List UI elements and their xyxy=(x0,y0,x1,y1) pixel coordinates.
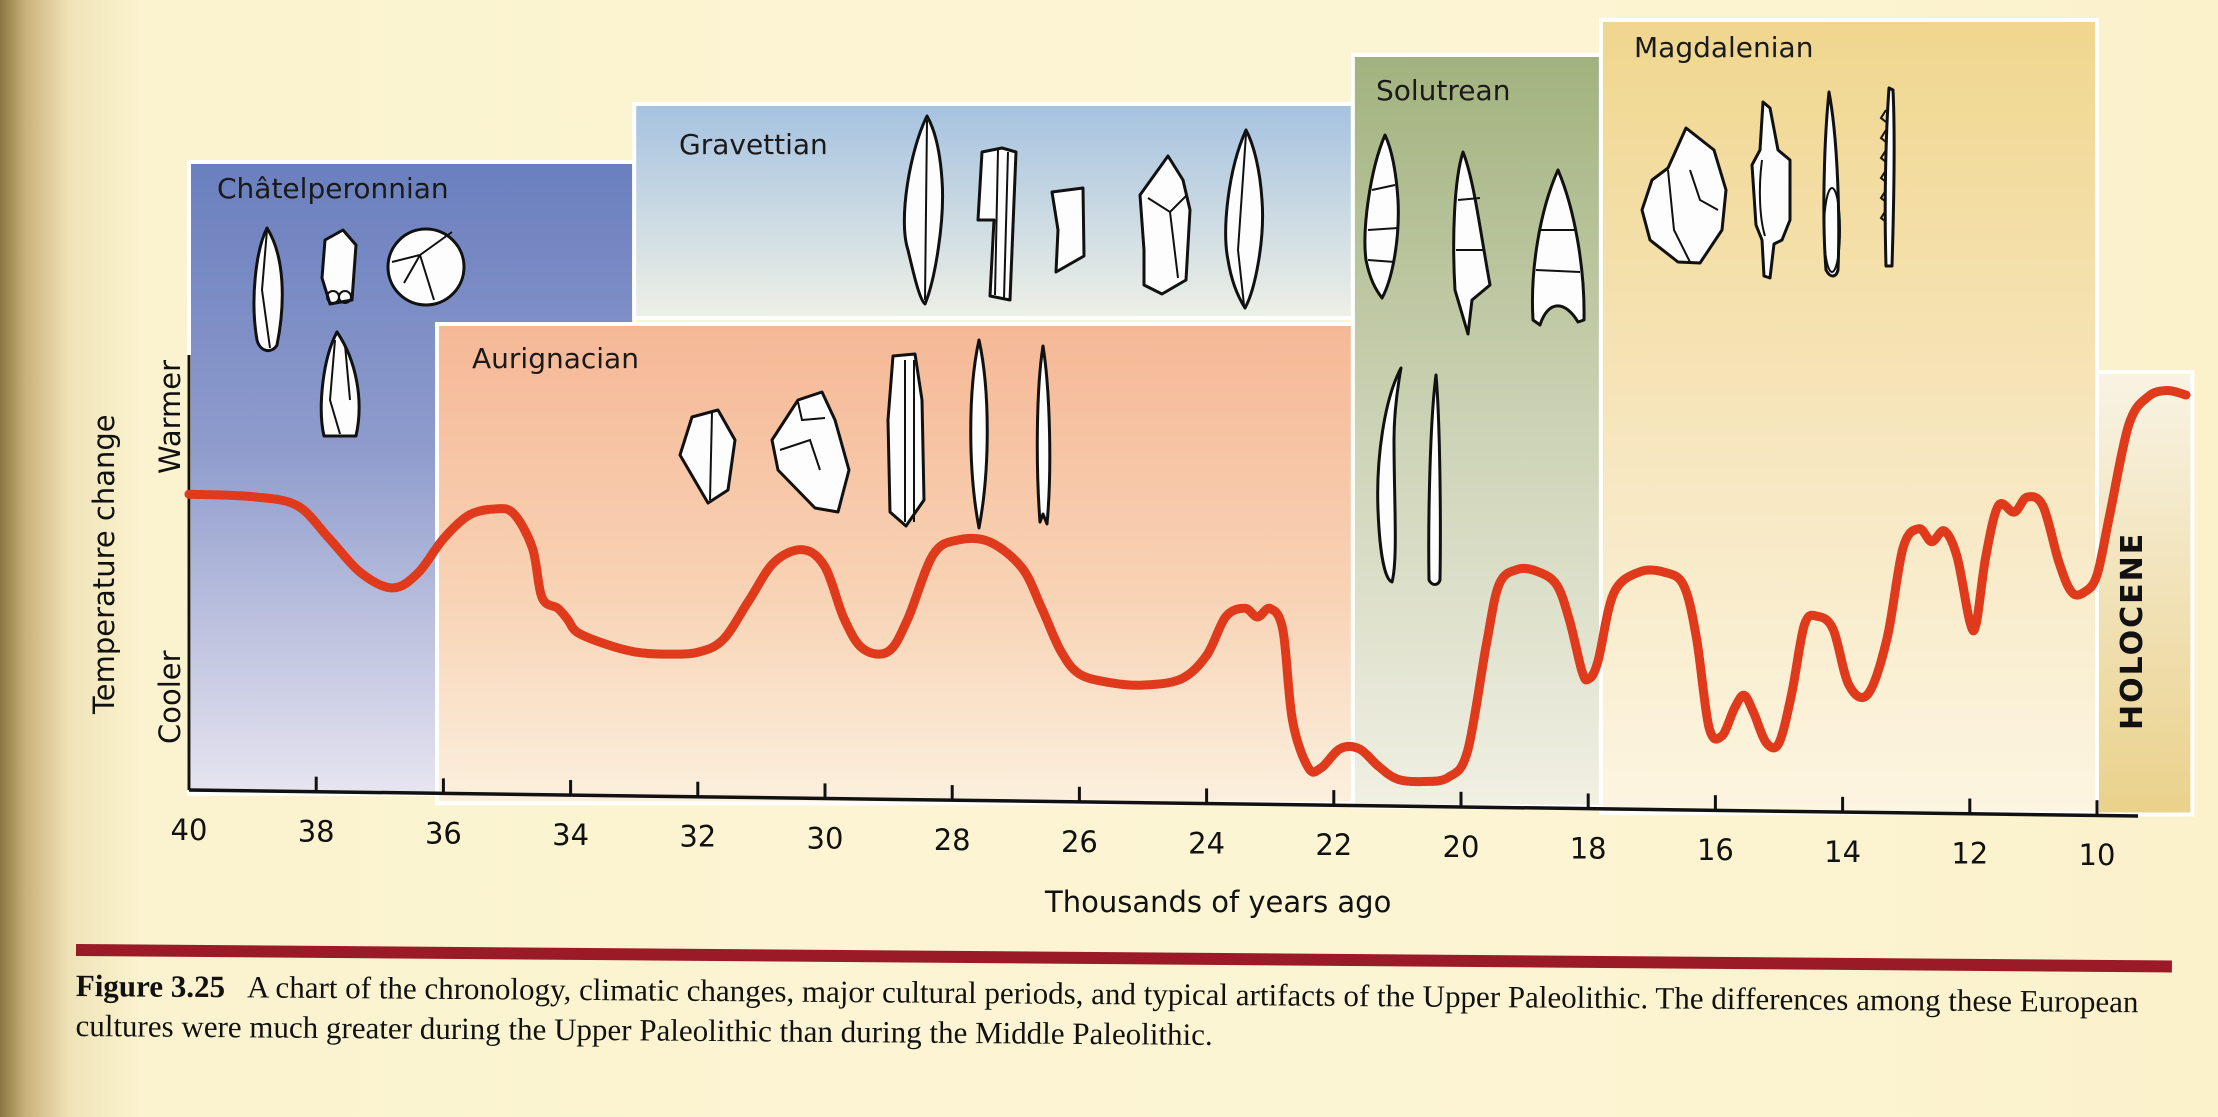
x-tick-label-32: 32 xyxy=(679,820,716,854)
y-axis-label-cooler: Cooler xyxy=(153,650,187,744)
artifact-gravettian-burin xyxy=(1138,154,1192,296)
x-tick-label-40: 40 xyxy=(171,813,208,847)
figure-caption: Figure 3.25 A chart of the chronology, cl… xyxy=(75,966,2176,1062)
period-label-aurignacian: Aurignacian xyxy=(472,342,639,375)
artifact-aurignacian-retouched-blade xyxy=(886,352,926,528)
x-tick-label-30: 30 xyxy=(807,821,844,855)
period-panel-holocene xyxy=(2095,370,2195,817)
artifact-chatelperonnian-scraper xyxy=(320,228,358,306)
artifact-magdalenian-shouldered-point xyxy=(1750,100,1792,280)
x-tick-label-16: 16 xyxy=(1697,833,1734,867)
figure-number: Figure 3.25 xyxy=(75,967,226,1005)
y-axis-title: Temperature change xyxy=(87,414,121,715)
artifact-chatelperonnian-point xyxy=(319,330,361,438)
artifact-aurignacian-split-base-point xyxy=(1035,344,1052,526)
artifact-solutrean-laurel-leaf xyxy=(1363,133,1400,300)
artifact-solutrean-needle xyxy=(1427,373,1442,586)
artifact-solutrean-harpoon xyxy=(1376,366,1403,584)
period-label-magdalenian: Magdalenian xyxy=(1634,31,1813,64)
artifact-gravettian-gravette-point xyxy=(1224,128,1265,310)
artifact-aurignacian-carinated-scraper xyxy=(770,390,851,514)
artifact-magdalenian-bone-point xyxy=(1822,90,1841,278)
x-tick-label-20: 20 xyxy=(1443,830,1480,864)
x-tick-label-14: 14 xyxy=(1824,835,1861,869)
artifact-gravettian-point xyxy=(902,114,944,306)
x-tick-label-34: 34 xyxy=(552,818,589,852)
artifact-gravettian-blade xyxy=(976,146,1018,302)
artifact-solutrean-shouldered-point xyxy=(1452,150,1492,336)
x-tick-label-22: 22 xyxy=(1315,828,1352,862)
x-axis-title: Thousands of years ago xyxy=(1044,885,1391,919)
caption-text: A chart of the chronology, climatic chan… xyxy=(75,969,2139,1052)
artifact-magdalenian-scraper xyxy=(1640,126,1728,265)
x-tick-label-12: 12 xyxy=(1951,837,1988,871)
x-tick-label-26: 26 xyxy=(1061,825,1098,859)
artifact-aurignacian-bone-point xyxy=(969,338,989,530)
temperature-curve xyxy=(184,386,2191,787)
y-axis-label-warmer: Warmer xyxy=(153,360,187,474)
artifact-solutrean-concave-base-point xyxy=(1531,168,1586,327)
x-tick-label-10: 10 xyxy=(2079,838,2116,872)
artifact-chatelperonnian-knife-point xyxy=(252,226,284,353)
artifact-chatelperonnian-round-scraper xyxy=(386,227,466,307)
period-label-gravettian: Gravettian xyxy=(679,128,828,161)
x-tick-label-28: 28 xyxy=(934,823,971,857)
period-label-chatelperonnian: Châtelperonnian xyxy=(217,172,449,205)
artifact-magdalenian-harpoon xyxy=(1879,86,1896,268)
x-tick-label-36: 36 xyxy=(425,816,462,850)
artifact-aurignacian-flake xyxy=(678,408,737,505)
paleolithic-chart: Châtelperonnian Gravettian Aurignacian S… xyxy=(87,18,2195,919)
period-label-solutrean: Solutrean xyxy=(1376,74,1510,107)
x-axis-line xyxy=(188,788,2139,818)
x-tick-label-38: 38 xyxy=(298,815,335,849)
artifact-gravettian-backed-bladelet xyxy=(1050,186,1086,274)
period-panel-magdalenian xyxy=(1598,18,2100,816)
period-label-holocene: HOLOCENE xyxy=(2115,532,2150,730)
x-tick-label-18: 18 xyxy=(1570,831,1607,865)
x-tick-label-24: 24 xyxy=(1188,826,1225,860)
